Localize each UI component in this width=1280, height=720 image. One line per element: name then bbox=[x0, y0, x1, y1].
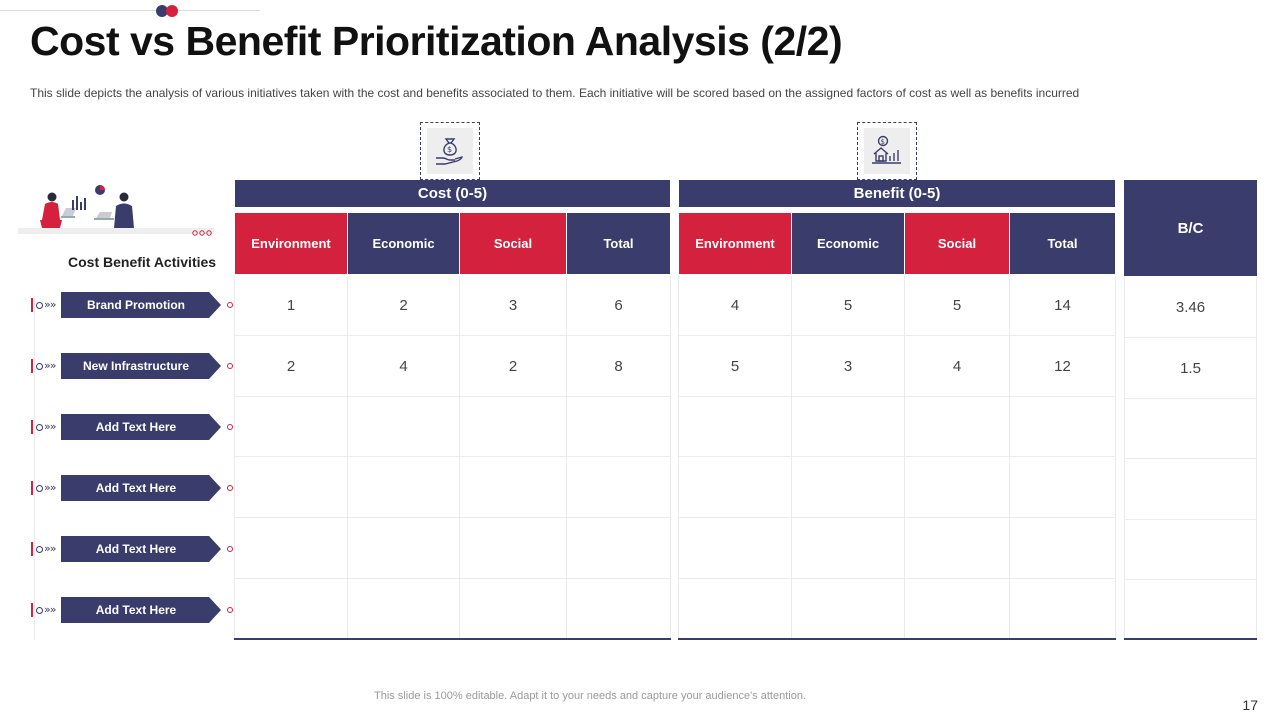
page-subtitle: This slide depicts the analysis of vario… bbox=[30, 86, 1080, 100]
benefit-group-header: Benefit (0-5) bbox=[679, 180, 1115, 207]
activity-placeholder-3[interactable]: Add Text Here bbox=[61, 414, 221, 440]
row-5-marker bbox=[31, 542, 33, 556]
chevron-right-icon: »» bbox=[36, 603, 56, 616]
row-6-end-dot bbox=[227, 607, 233, 613]
cell-r2-cost-total: 8 bbox=[614, 358, 623, 375]
cell-r2-ben-env: 5 bbox=[730, 358, 740, 375]
top-divider bbox=[0, 10, 260, 11]
money-bag-hand-icon: $ bbox=[427, 128, 473, 174]
cell-r1-cost-total: 6 bbox=[614, 297, 623, 314]
chevron-right-icon: »» bbox=[36, 542, 56, 555]
bc-header: B/C bbox=[1124, 180, 1257, 276]
col-cost-environment: Environment bbox=[235, 213, 347, 274]
activity-brand-promotion[interactable]: Brand Promotion bbox=[61, 292, 221, 318]
col-benefit-total: Total bbox=[1010, 213, 1115, 274]
house-growth-chart-icon: $ bbox=[864, 128, 910, 174]
row-2-marker bbox=[31, 359, 33, 373]
decor-dot-navy bbox=[156, 5, 168, 17]
row-1-marker bbox=[31, 298, 33, 312]
row-6-marker bbox=[31, 603, 33, 617]
row-3-marker bbox=[31, 420, 33, 434]
page-number: 17 bbox=[1242, 697, 1258, 713]
cell-r1-cost-soc: 3 bbox=[508, 297, 518, 314]
svg-text:$: $ bbox=[447, 145, 452, 154]
cell-r1-ben-eco: 5 bbox=[843, 297, 853, 314]
cell-r2-ben-soc: 4 bbox=[952, 358, 962, 375]
col-cost-total: Total bbox=[567, 213, 670, 274]
chevron-right-icon: »» bbox=[36, 359, 56, 372]
row-4-marker bbox=[31, 481, 33, 495]
cost-icon-frame: $ bbox=[420, 122, 480, 180]
cell-r1-bc: 3.46 bbox=[1175, 299, 1206, 316]
cell-r1-ben-soc: 5 bbox=[952, 297, 962, 314]
cell-r2-cost-eco: 4 bbox=[399, 358, 408, 375]
activity-placeholder-6[interactable]: Add Text Here bbox=[61, 597, 221, 623]
row-2-end-dot bbox=[227, 363, 233, 369]
col-benefit-economic: Economic bbox=[792, 213, 904, 274]
row-4-end-dot bbox=[227, 485, 233, 491]
cell-r2-cost-soc: 2 bbox=[508, 358, 518, 375]
cell-r1-ben-total: 14 bbox=[1054, 297, 1071, 314]
page-title: Cost vs Benefit Prioritization Analysis … bbox=[30, 18, 843, 64]
cell-r2-bc: 1.5 bbox=[1180, 360, 1201, 377]
col-cost-economic: Economic bbox=[348, 213, 459, 274]
footer-note: This slide is 100% editable. Adapt it to… bbox=[374, 690, 806, 702]
activities-connector-line bbox=[34, 296, 35, 640]
row-5-end-dot bbox=[227, 546, 233, 552]
cell-r1-cost-env: 1 bbox=[286, 297, 296, 314]
activities-title: Cost Benefit Activities bbox=[68, 254, 217, 270]
benefit-table-bottom-border bbox=[678, 638, 1116, 640]
col-benefit-social: Social bbox=[905, 213, 1009, 274]
activity-new-infrastructure[interactable]: New Infrastructure bbox=[61, 353, 221, 379]
activity-placeholder-5[interactable]: Add Text Here bbox=[61, 536, 221, 562]
cell-r2-ben-total: 12 bbox=[1054, 358, 1071, 375]
activity-placeholder-4[interactable]: Add Text Here bbox=[61, 475, 221, 501]
col-cost-social: Social bbox=[460, 213, 566, 274]
chevron-right-icon: »» bbox=[36, 298, 56, 311]
col-benefit-environment: Environment bbox=[679, 213, 791, 274]
svg-text:$: $ bbox=[881, 138, 885, 146]
cell-r2-cost-env: 2 bbox=[286, 358, 296, 375]
chevron-right-icon: »» bbox=[36, 481, 56, 494]
row-3-end-dot bbox=[227, 424, 233, 430]
cell-r1-ben-env: 4 bbox=[730, 297, 740, 314]
benefit-icon-frame: $ bbox=[857, 122, 917, 180]
cell-r2-ben-eco: 3 bbox=[843, 358, 853, 375]
people-with-laptops-illustration bbox=[18, 182, 226, 240]
cost-table-bottom-border bbox=[234, 638, 671, 640]
cell-r1-cost-eco: 2 bbox=[399, 297, 408, 314]
chevron-right-icon: »» bbox=[36, 420, 56, 433]
decor-dot-red bbox=[166, 5, 178, 17]
cost-group-header: Cost (0-5) bbox=[235, 180, 670, 207]
row-1-end-dot bbox=[227, 302, 233, 308]
bc-table-bottom-border bbox=[1124, 638, 1257, 640]
